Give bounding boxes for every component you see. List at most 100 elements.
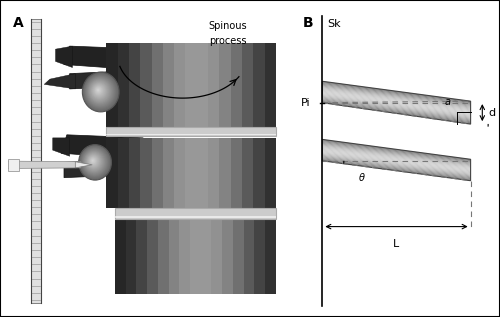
Polygon shape [190, 221, 200, 294]
Polygon shape [322, 141, 470, 162]
Polygon shape [106, 43, 118, 129]
Circle shape [96, 87, 101, 93]
Polygon shape [163, 43, 174, 129]
Polygon shape [322, 86, 470, 107]
Text: L: L [394, 239, 400, 249]
Polygon shape [322, 98, 470, 120]
Circle shape [90, 158, 96, 164]
Circle shape [86, 76, 115, 107]
Polygon shape [174, 138, 186, 208]
Polygon shape [322, 142, 470, 163]
Polygon shape [106, 138, 276, 208]
Text: θ: θ [358, 173, 364, 183]
Polygon shape [8, 159, 19, 171]
Polygon shape [265, 221, 276, 294]
Polygon shape [322, 83, 470, 104]
Polygon shape [242, 43, 254, 129]
Polygon shape [322, 95, 470, 117]
Circle shape [92, 84, 106, 98]
Polygon shape [322, 144, 470, 165]
Polygon shape [115, 221, 126, 294]
Circle shape [84, 74, 117, 110]
Circle shape [82, 149, 106, 175]
Polygon shape [76, 162, 92, 168]
Polygon shape [322, 152, 470, 172]
Polygon shape [106, 138, 118, 208]
Circle shape [91, 159, 94, 163]
Polygon shape [106, 43, 276, 129]
Polygon shape [322, 97, 470, 119]
Polygon shape [118, 138, 129, 208]
Circle shape [86, 77, 114, 107]
Polygon shape [322, 152, 470, 173]
Text: d: d [488, 108, 496, 118]
Polygon shape [163, 138, 174, 208]
Circle shape [90, 80, 110, 102]
Circle shape [86, 153, 101, 169]
Polygon shape [8, 161, 81, 168]
Polygon shape [115, 217, 276, 218]
Polygon shape [322, 99, 470, 121]
Text: a: a [444, 97, 450, 107]
Polygon shape [322, 143, 470, 164]
Polygon shape [212, 221, 222, 294]
Polygon shape [322, 101, 470, 123]
Polygon shape [322, 145, 470, 165]
Circle shape [88, 79, 110, 103]
Polygon shape [140, 138, 151, 208]
Polygon shape [264, 43, 276, 129]
Polygon shape [254, 43, 264, 129]
Polygon shape [322, 146, 470, 166]
Polygon shape [152, 138, 163, 208]
Circle shape [94, 85, 104, 97]
Polygon shape [129, 138, 140, 208]
Circle shape [83, 149, 106, 174]
Circle shape [88, 155, 99, 167]
Circle shape [95, 87, 102, 94]
Polygon shape [106, 127, 276, 136]
Circle shape [90, 157, 96, 165]
Polygon shape [322, 139, 470, 160]
Polygon shape [322, 157, 470, 177]
Polygon shape [322, 93, 470, 114]
Polygon shape [322, 93, 470, 115]
Polygon shape [106, 134, 276, 135]
Text: Pi: Pi [301, 98, 310, 108]
Polygon shape [322, 100, 470, 122]
Polygon shape [322, 154, 470, 175]
Polygon shape [52, 138, 70, 156]
Polygon shape [129, 43, 140, 129]
Polygon shape [126, 221, 136, 294]
Polygon shape [322, 84, 470, 105]
Circle shape [84, 150, 105, 173]
Polygon shape [322, 156, 470, 177]
Circle shape [92, 160, 94, 162]
Polygon shape [322, 155, 470, 176]
Polygon shape [61, 135, 143, 159]
Polygon shape [197, 43, 208, 129]
Circle shape [90, 81, 108, 101]
Polygon shape [322, 150, 470, 171]
Polygon shape [322, 149, 470, 170]
Polygon shape [322, 147, 470, 168]
Circle shape [80, 146, 110, 178]
Polygon shape [140, 43, 151, 129]
Polygon shape [44, 74, 76, 89]
Circle shape [83, 73, 118, 111]
Circle shape [88, 156, 99, 166]
Text: process: process [209, 36, 246, 46]
Polygon shape [322, 87, 470, 107]
Polygon shape [322, 81, 470, 102]
Polygon shape [115, 208, 276, 219]
Polygon shape [322, 158, 470, 179]
Circle shape [92, 83, 106, 99]
Polygon shape [158, 221, 168, 294]
Polygon shape [322, 91, 470, 112]
Polygon shape [322, 151, 470, 171]
Circle shape [84, 75, 116, 109]
Polygon shape [322, 159, 470, 180]
Polygon shape [322, 158, 470, 178]
Circle shape [84, 151, 104, 172]
Polygon shape [242, 138, 254, 208]
Text: A: A [13, 16, 24, 29]
